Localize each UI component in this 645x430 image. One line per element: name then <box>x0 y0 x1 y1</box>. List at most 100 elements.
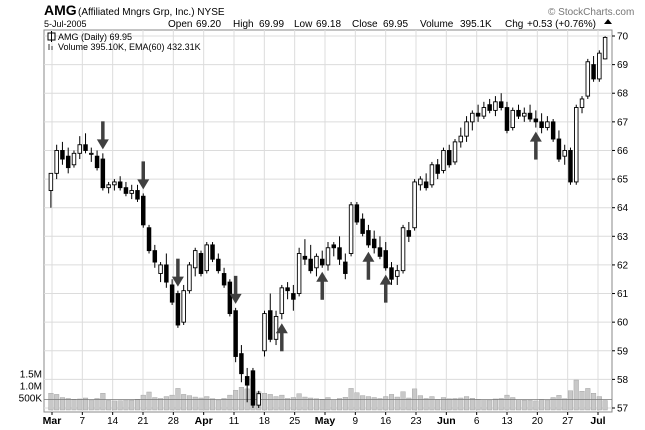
volume-bar <box>492 398 498 411</box>
candle-body <box>135 190 140 200</box>
volume-bar <box>504 394 510 411</box>
candle-body <box>510 109 515 129</box>
candle-body <box>568 150 573 183</box>
chg-label: Chg <box>505 19 523 30</box>
candle-body <box>325 247 331 266</box>
volume-bar <box>400 391 406 411</box>
volume-bar <box>429 396 435 411</box>
volume-bar <box>181 394 187 411</box>
candle-body <box>152 250 158 263</box>
signal-arrows <box>96 121 542 352</box>
y-tick-label: 62 <box>617 260 629 271</box>
candle-body <box>100 158 106 189</box>
candle-body <box>498 101 504 108</box>
volume-bar <box>106 400 112 411</box>
candle-body <box>337 247 342 260</box>
candle-body <box>262 313 267 352</box>
candle-body <box>562 150 567 157</box>
candle-body <box>192 250 198 269</box>
volume-bar <box>331 399 337 411</box>
x-tick-label: 6 <box>474 416 480 427</box>
candle-body <box>65 155 71 169</box>
candle-body <box>354 204 360 223</box>
candle-body <box>475 112 481 117</box>
candle-body <box>441 150 446 171</box>
candle-body <box>591 64 596 80</box>
candle-body <box>550 121 556 140</box>
volume-bar <box>516 399 522 411</box>
volume-bar <box>146 391 152 411</box>
volume-bar <box>123 399 129 411</box>
candle-body <box>585 61 591 97</box>
candle-body <box>493 101 498 111</box>
volume-bar <box>296 393 302 411</box>
candle-body <box>187 264 192 292</box>
volume-bar <box>227 394 233 411</box>
volume-bar <box>238 387 244 411</box>
candle-body <box>331 244 337 249</box>
candle-body <box>175 293 181 326</box>
x-tick-label: Mar <box>43 415 62 427</box>
candle-body <box>319 258 325 266</box>
x-tick-label: 9 <box>353 416 359 427</box>
candle-body <box>597 52 602 80</box>
x-tick-label: 18 <box>259 416 271 427</box>
volume-bars <box>44 378 612 411</box>
down-arrow-icon <box>229 293 242 304</box>
volume-bar <box>308 397 314 411</box>
candle-body <box>389 267 394 280</box>
candle-body <box>533 118 539 123</box>
candle-body <box>406 230 412 237</box>
down-arrow-icon <box>137 179 150 190</box>
volume-bar <box>498 398 504 411</box>
candle-body <box>516 109 521 117</box>
candle-body <box>418 178 423 186</box>
y-tick-label: 66 <box>617 146 629 157</box>
volume-bar <box>533 400 539 411</box>
candle-body <box>556 138 562 160</box>
volume-bar <box>446 398 452 411</box>
volume-bar <box>458 397 464 411</box>
volume-bar <box>354 392 360 411</box>
candle-body <box>273 315 279 340</box>
open-value: 69.20 <box>196 19 221 30</box>
volume-bar <box>267 394 273 411</box>
down-arrow-icon <box>96 139 109 150</box>
volume-bar <box>487 399 493 411</box>
y-tick-label: 60 <box>617 318 629 329</box>
candle-body <box>545 121 550 129</box>
candle-body <box>112 181 117 186</box>
volume-bar <box>342 397 348 411</box>
candle-body <box>210 244 215 260</box>
volume-tick-label: 500K <box>19 394 43 405</box>
volume-bar <box>65 398 71 411</box>
x-tick-label: 13 <box>501 416 513 427</box>
volume-bar <box>469 398 475 411</box>
candle-body <box>395 270 400 277</box>
volume-legend-swatch-icon <box>48 44 50 50</box>
candle-body <box>106 184 111 189</box>
volume-bar <box>579 391 585 411</box>
volume-bar <box>129 399 135 411</box>
candle-body <box>233 310 238 357</box>
volume-bar <box>111 400 117 411</box>
y-tick-label: 70 <box>617 32 629 43</box>
candle-body <box>83 144 88 151</box>
volume-bar <box>140 394 146 411</box>
candle-body <box>487 104 492 111</box>
collapse-triangle-icon[interactable] <box>604 19 612 24</box>
candle-body <box>602 36 608 60</box>
volume-bar <box>273 396 279 411</box>
candle-body <box>522 112 527 117</box>
volume-bar <box>591 393 597 411</box>
volume-bar <box>215 399 221 411</box>
volume-bar <box>394 396 400 411</box>
volume-bar <box>302 396 308 411</box>
volume-bar <box>556 395 562 411</box>
volume-bar <box>94 398 100 411</box>
close-label: Close <box>352 19 378 30</box>
candle-body <box>504 107 510 131</box>
candle-body <box>123 187 129 194</box>
volume-bar <box>371 397 377 411</box>
x-tick-label: 16 <box>380 416 392 427</box>
